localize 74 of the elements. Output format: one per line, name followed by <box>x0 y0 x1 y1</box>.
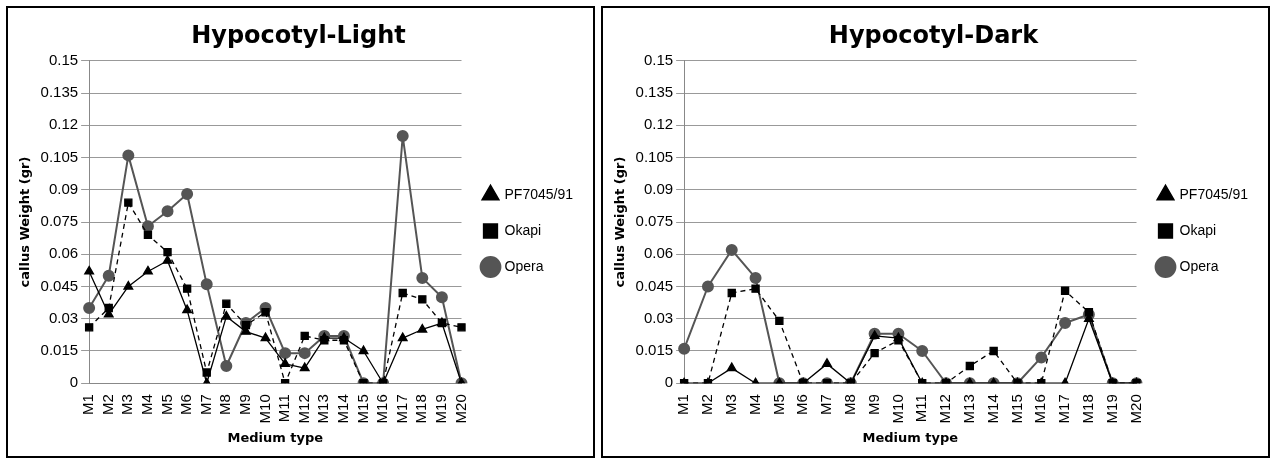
y-tick-label: 0.15 <box>48 50 79 68</box>
y-tick-label: 0.045 <box>635 276 674 294</box>
legend-label: PF7045/91 <box>504 185 574 202</box>
x-tick-label: M15 <box>1007 394 1025 424</box>
y-tick-label: 0.075 <box>40 212 79 230</box>
x-tick-label: M1 <box>674 394 692 416</box>
x-tick-label: M20 <box>451 394 469 424</box>
x-tick-label: M16 <box>1031 394 1049 424</box>
y-tick-label: 0 <box>664 373 674 391</box>
x-tick-label: M20 <box>1126 394 1144 424</box>
x-tick-label: M12 <box>294 394 312 424</box>
y-tick-label: 0.12 <box>643 115 674 133</box>
y-tick-label: 0.015 <box>40 341 79 359</box>
x-tick-label: M11 <box>912 394 930 423</box>
y-tick-label: 0.03 <box>48 308 79 326</box>
x-tick-label: M2 <box>98 394 116 416</box>
y-tick-label: 0.06 <box>48 244 79 262</box>
y-tick-label: 0.015 <box>635 341 674 359</box>
x-tick-label: M5 <box>769 394 787 416</box>
legend-label: Opera <box>1179 257 1219 274</box>
x-tick-label: M17 <box>392 394 410 424</box>
x-tick-label: M2 <box>698 394 716 416</box>
x-axis-title: Medium type <box>862 429 959 445</box>
x-tick-label: M7 <box>817 394 835 416</box>
y-tick-label: 0.135 <box>40 83 79 101</box>
x-tick-label: M17 <box>1055 394 1073 424</box>
y-tick-label: 0.15 <box>643 50 674 68</box>
x-tick-label: M6 <box>793 394 811 416</box>
x-tick-label: M14 <box>334 394 352 424</box>
x-tick-label: M10 <box>255 394 273 424</box>
y-tick-label: 0.03 <box>643 308 674 326</box>
y-tick-label: 0.105 <box>40 147 79 165</box>
x-tick-label: M18 <box>1079 394 1097 424</box>
x-tick-label: M6 <box>177 394 195 416</box>
y-tick-label: 0.12 <box>48 115 79 133</box>
x-tick-label: M5 <box>157 394 175 416</box>
x-tick-label: M1 <box>79 394 97 416</box>
y-tick-label: 0.06 <box>643 244 674 262</box>
x-tick-label: M8 <box>216 394 234 416</box>
y-tick-label: 0.09 <box>48 179 79 197</box>
x-tick-label: M18 <box>412 394 430 424</box>
x-tick-label: M16 <box>373 394 391 424</box>
y-tick-label: 0 <box>69 373 79 391</box>
x-tick-label: M19 <box>432 394 450 424</box>
y-axis-title: callus Weight (gr) <box>17 156 33 288</box>
x-tick-label: M3 <box>721 394 739 416</box>
x-tick-label: M10 <box>888 394 906 424</box>
y-tick-label: 0.135 <box>635 83 674 101</box>
x-tick-label: M3 <box>118 394 136 416</box>
x-tick-label: M8 <box>840 394 858 416</box>
legend-label: Okapi <box>504 221 542 238</box>
x-tick-label: M13 <box>314 394 332 424</box>
legend-label: Opera <box>504 257 544 274</box>
x-tick-label: M19 <box>1102 394 1120 424</box>
x-tick-label: M12 <box>936 394 954 424</box>
x-axis-title: Medium type <box>227 429 324 445</box>
x-tick-label: M14 <box>983 394 1001 424</box>
x-tick-label: M9 <box>864 394 882 416</box>
legend-label: Okapi <box>1179 221 1217 238</box>
y-tick-label: 0.045 <box>40 276 79 294</box>
legend-label: PF7045/91 <box>1179 185 1249 202</box>
x-tick-label: M9 <box>236 394 254 416</box>
x-tick-label: M13 <box>959 394 977 424</box>
x-tick-label: M4 <box>745 394 763 416</box>
y-axis-title: callus Weight (gr) <box>612 156 628 288</box>
y-tick-label: 0.09 <box>643 179 674 197</box>
x-tick-label: M11 <box>275 394 293 423</box>
x-tick-label: M7 <box>196 394 214 416</box>
chart-title: Hypocotyl-Light <box>191 20 406 49</box>
y-tick-label: 0.075 <box>635 212 674 230</box>
x-tick-label: M4 <box>138 394 156 416</box>
y-tick-label: 0.105 <box>635 147 674 165</box>
chart-title: Hypocotyl-Dark <box>828 20 1040 49</box>
x-tick-label: M15 <box>353 394 371 424</box>
